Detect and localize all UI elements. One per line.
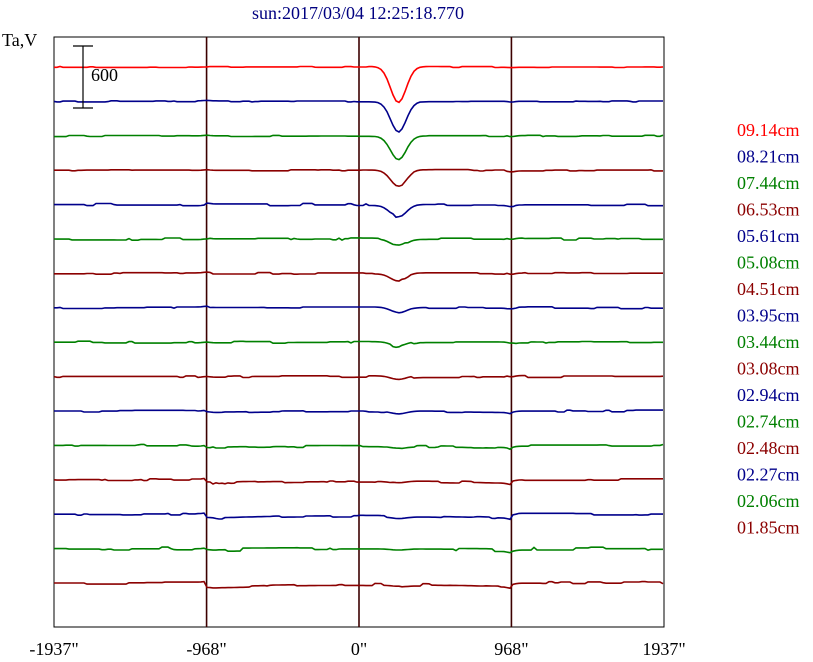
x-tick-label: -1937" [29,639,78,659]
legend-entry: 02.48cm [737,438,800,458]
legend-entry: 09.14cm [737,120,800,140]
legend-entry: 02.74cm [737,412,800,432]
legend-entry: 03.95cm [737,306,800,326]
series-line [54,271,663,282]
series-line [54,168,663,188]
x-tick-label: 0" [351,639,367,659]
legend-entry: 02.27cm [737,465,800,485]
legend-entry: 02.94cm [737,385,800,405]
series-line [53,99,663,133]
series-line [54,202,663,219]
chart-title: sun:2017/03/04 12:25:18.770 [252,3,464,23]
y-axis-label: Ta,V [2,30,37,50]
series-line [54,409,663,415]
scale-bar-label: 600 [91,65,118,85]
legend-entry: 05.61cm [737,226,800,246]
series-line [53,374,664,381]
series-line [54,340,663,349]
x-tick-label: 968" [494,639,528,659]
series-line [54,512,663,521]
series-line [54,65,664,104]
series-line [53,237,663,246]
legend-entry: 08.21cm [737,147,800,167]
legend-entry: 06.53cm [737,200,800,220]
series-line [54,580,664,590]
legend-entry: 03.44cm [737,332,800,352]
x-tick-label: 1937" [642,639,685,659]
legend-entry: 05.08cm [737,253,800,273]
legend-entry: 01.85cm [737,518,800,538]
series-line [53,477,663,486]
series-line [54,134,664,161]
legend-entry: 02.06cm [737,491,800,511]
legend-entry: 03.08cm [737,359,800,379]
legend-entry: 07.44cm [737,173,800,193]
series-line [54,546,663,554]
series-line [54,443,664,451]
x-tick-label: -968" [186,639,226,659]
series-line [54,305,663,314]
legend-entry: 04.51cm [737,279,800,299]
